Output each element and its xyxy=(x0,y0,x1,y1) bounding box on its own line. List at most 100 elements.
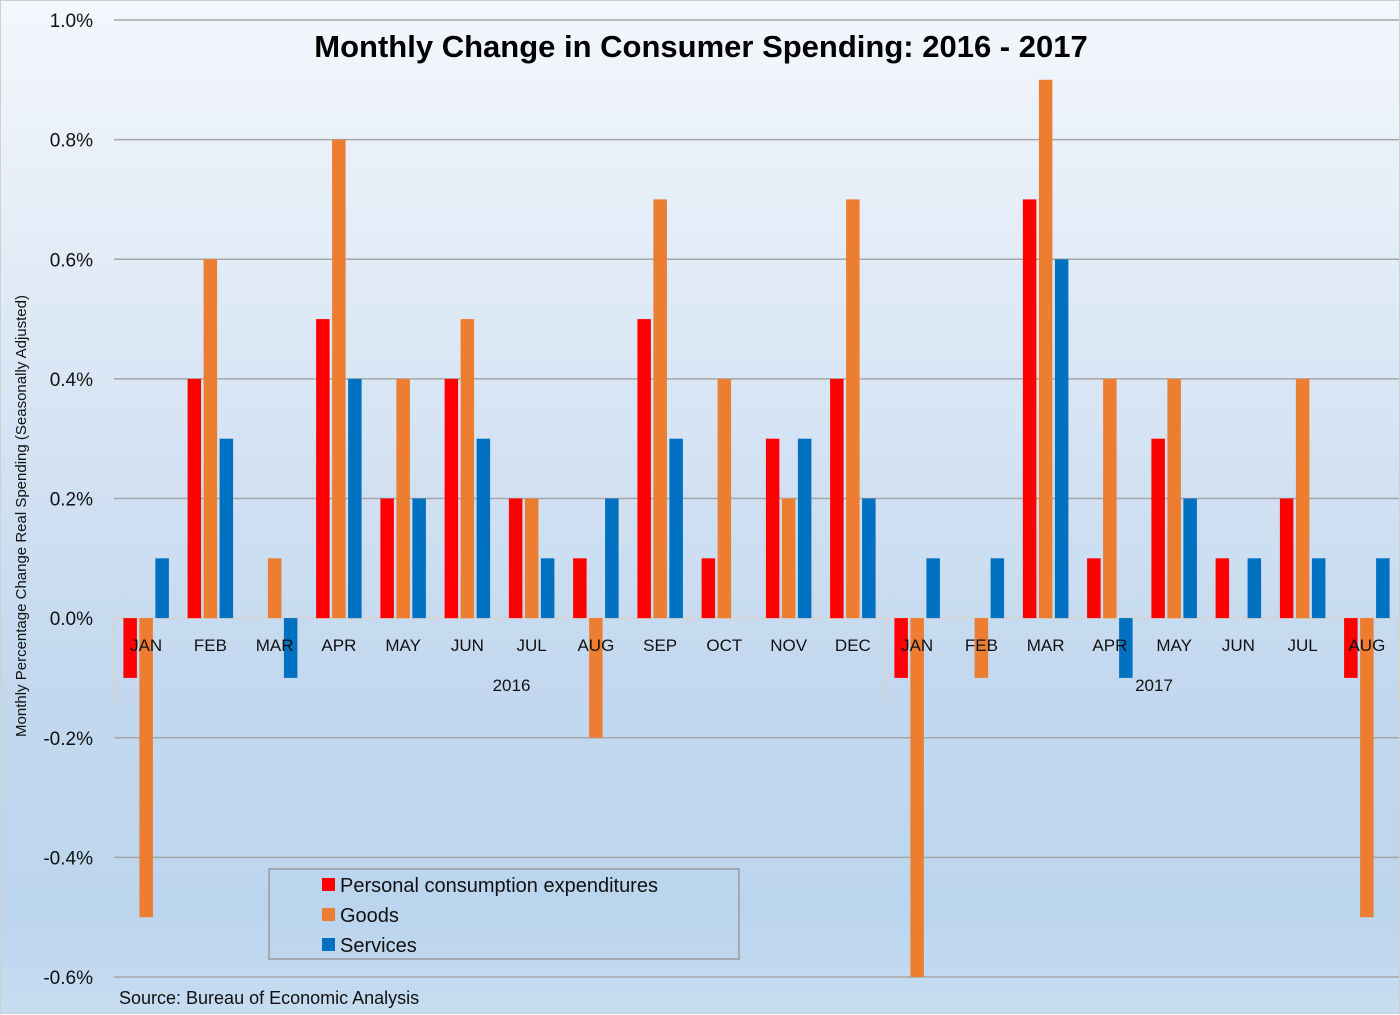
bar-goods xyxy=(203,259,218,619)
bar-goods xyxy=(267,558,282,619)
bar-services xyxy=(926,558,940,619)
bar-pce xyxy=(701,558,716,619)
bar-pce xyxy=(830,378,844,619)
bar-pce xyxy=(1279,498,1294,619)
bar-pce xyxy=(1344,618,1358,678)
x-axis-category-label: APR xyxy=(1092,636,1127,655)
x-axis-category-label: AUG xyxy=(577,636,614,655)
bar-goods xyxy=(524,498,539,619)
bar-pce xyxy=(380,498,394,619)
x-axis-category-label: JUN xyxy=(1222,636,1255,655)
y-axis-label: Monthly Percentage Change Real Spending … xyxy=(13,295,30,737)
legend-label-pce: Personal consumption expenditures xyxy=(340,875,658,897)
x-axis-group-label: 2017 xyxy=(1135,676,1173,695)
x-axis-category-label: JUL xyxy=(1288,636,1318,655)
bar-pce xyxy=(637,319,651,619)
chart-title: Monthly Change in Consumer Spending: 201… xyxy=(314,29,1087,64)
bar-pce xyxy=(508,498,523,619)
bar-services xyxy=(1054,259,1069,619)
bar-services xyxy=(1183,498,1197,619)
bar-services xyxy=(669,438,683,619)
x-axis-category-label: NOV xyxy=(770,636,808,655)
x-axis-category-label: MAY xyxy=(385,636,421,655)
bar-pce xyxy=(1151,438,1165,619)
bar-pce xyxy=(573,558,587,619)
bar-services xyxy=(348,378,362,619)
source-note: Source: Bureau of Economic Analysis xyxy=(119,988,419,1008)
x-axis-category-label: JUN xyxy=(451,636,484,655)
bar-pce xyxy=(187,378,202,619)
legend-box xyxy=(268,868,740,960)
bar-goods xyxy=(1167,378,1181,619)
y-tick-label: 0.4% xyxy=(50,370,93,391)
legend-swatch-services xyxy=(322,938,335,951)
legend-label-goods: Goods xyxy=(340,905,399,927)
x-axis-category-label: JAN xyxy=(130,636,162,655)
bar-services xyxy=(1119,618,1133,678)
bar-goods xyxy=(396,378,410,619)
bar-services xyxy=(412,498,426,619)
x-axis-category-labels: 2016 2017 JAN FEB MAR APR MAY JUN JUL AUG SEP OCT NO… xyxy=(130,636,1385,695)
bar-services xyxy=(540,558,555,619)
bar-services xyxy=(283,618,298,678)
x-axis-category-label: SEP xyxy=(643,636,677,655)
legend-swatch-goods xyxy=(322,908,335,921)
y-tick-label: 0.8% xyxy=(50,131,93,152)
bars xyxy=(123,79,1390,977)
y-axis-ticks: 1.0% 0.8% 0.6% 0.4% 0.2% 0.0% -0.2% -0.4% -0.6% xyxy=(43,11,93,989)
x-axis-category-label: JAN xyxy=(901,636,933,655)
bar-goods xyxy=(846,199,860,619)
bar-goods xyxy=(589,618,603,738)
x-axis-category-label: JUL xyxy=(517,636,547,655)
bar-pce xyxy=(316,319,330,619)
bar-services xyxy=(1311,558,1326,619)
y-tick-label: 0.2% xyxy=(50,490,93,511)
x-axis-category-label: FEB xyxy=(965,636,998,655)
legend-swatch-pce xyxy=(322,878,335,891)
x-axis-category-label: AUG xyxy=(1348,636,1385,655)
bar-pce xyxy=(1215,558,1230,619)
y-tick-label: 0.0% xyxy=(50,609,93,630)
y-tick-label: 1.0% xyxy=(50,11,93,32)
x-axis-category-label: APR xyxy=(321,636,356,655)
x-axis-category-label: MAR xyxy=(1027,636,1065,655)
bar-services xyxy=(155,558,169,619)
bar-goods xyxy=(460,319,475,619)
bar-pce xyxy=(123,618,137,678)
bar-goods xyxy=(974,618,989,678)
bar-goods xyxy=(139,618,153,918)
y-tick-label: 0.6% xyxy=(50,250,93,271)
bar-pce xyxy=(765,438,780,619)
y-tick-label: -0.4% xyxy=(43,848,93,869)
bar-goods xyxy=(1360,618,1374,918)
bar-goods xyxy=(653,199,667,619)
bar-services xyxy=(476,438,491,619)
x-axis-category-label: MAR xyxy=(256,636,294,655)
bar-goods xyxy=(717,378,732,619)
bar-goods xyxy=(332,139,346,619)
y-tick-label: -0.2% xyxy=(43,729,93,750)
bar-pce xyxy=(1087,558,1101,619)
bar-services xyxy=(605,498,619,619)
x-axis-category-label: FEB xyxy=(194,636,227,655)
bar-goods xyxy=(781,498,796,619)
x-axis-group-label: 2016 xyxy=(493,676,531,695)
bar-services xyxy=(862,498,876,619)
bar-services xyxy=(1376,558,1390,619)
bar-services xyxy=(797,438,812,619)
bar-services xyxy=(1247,558,1262,619)
x-axis-category-label: OCT xyxy=(706,636,742,655)
bar-goods xyxy=(910,618,924,977)
x-axis xyxy=(113,617,1400,701)
bar-goods xyxy=(1295,378,1310,619)
bar-pce xyxy=(894,618,908,678)
gridlines xyxy=(114,19,1399,978)
bar-pce xyxy=(444,378,459,619)
x-axis-category-label: DEC xyxy=(835,636,871,655)
legend: Personal consumption expenditures Goods … xyxy=(268,868,740,960)
x-axis-category-label: MAY xyxy=(1156,636,1192,655)
y-tick-label: -0.6% xyxy=(43,968,93,989)
bar-services xyxy=(990,558,1005,619)
bar-goods xyxy=(1038,79,1053,619)
